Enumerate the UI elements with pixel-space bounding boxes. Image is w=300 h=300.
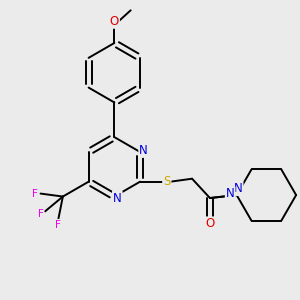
Text: N: N (234, 182, 242, 195)
Text: O: O (110, 15, 119, 28)
Text: F: F (56, 220, 61, 230)
Text: N: N (226, 187, 235, 200)
Text: N: N (113, 191, 122, 205)
Text: F: F (38, 209, 44, 219)
Text: S: S (163, 175, 170, 188)
Text: O: O (205, 218, 214, 230)
Text: F: F (32, 189, 38, 199)
Text: N: N (139, 144, 148, 157)
